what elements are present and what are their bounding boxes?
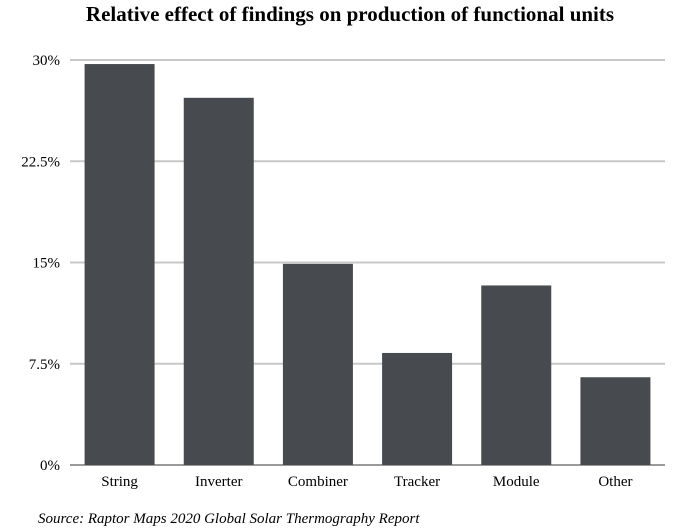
x-tick-label: Tracker <box>394 474 440 490</box>
x-tick-label: Inverter <box>195 474 242 490</box>
source-note: Source: Raptor Maps 2020 Global Solar Th… <box>38 511 420 527</box>
x-tick-label: Combiner <box>288 474 348 490</box>
x-tick-label: String <box>101 474 138 490</box>
x-tick-label: Other <box>598 474 632 490</box>
bar-combiner <box>282 263 353 465</box>
y-tick-label: 0% <box>40 458 60 474</box>
bar-other <box>580 377 651 465</box>
bar-string <box>84 64 155 466</box>
y-tick-label: 30% <box>33 53 61 69</box>
y-tick-label: 7.5% <box>29 357 60 373</box>
bar-tracker <box>382 352 453 465</box>
bar-inverter <box>183 97 254 466</box>
bar-module <box>481 285 552 465</box>
y-tick-label: 15% <box>33 256 61 272</box>
y-tick-label: 22.5% <box>21 154 60 170</box>
chart-title: Relative effect of findings on productio… <box>85 2 615 26</box>
x-tick-label: Module <box>493 474 540 490</box>
